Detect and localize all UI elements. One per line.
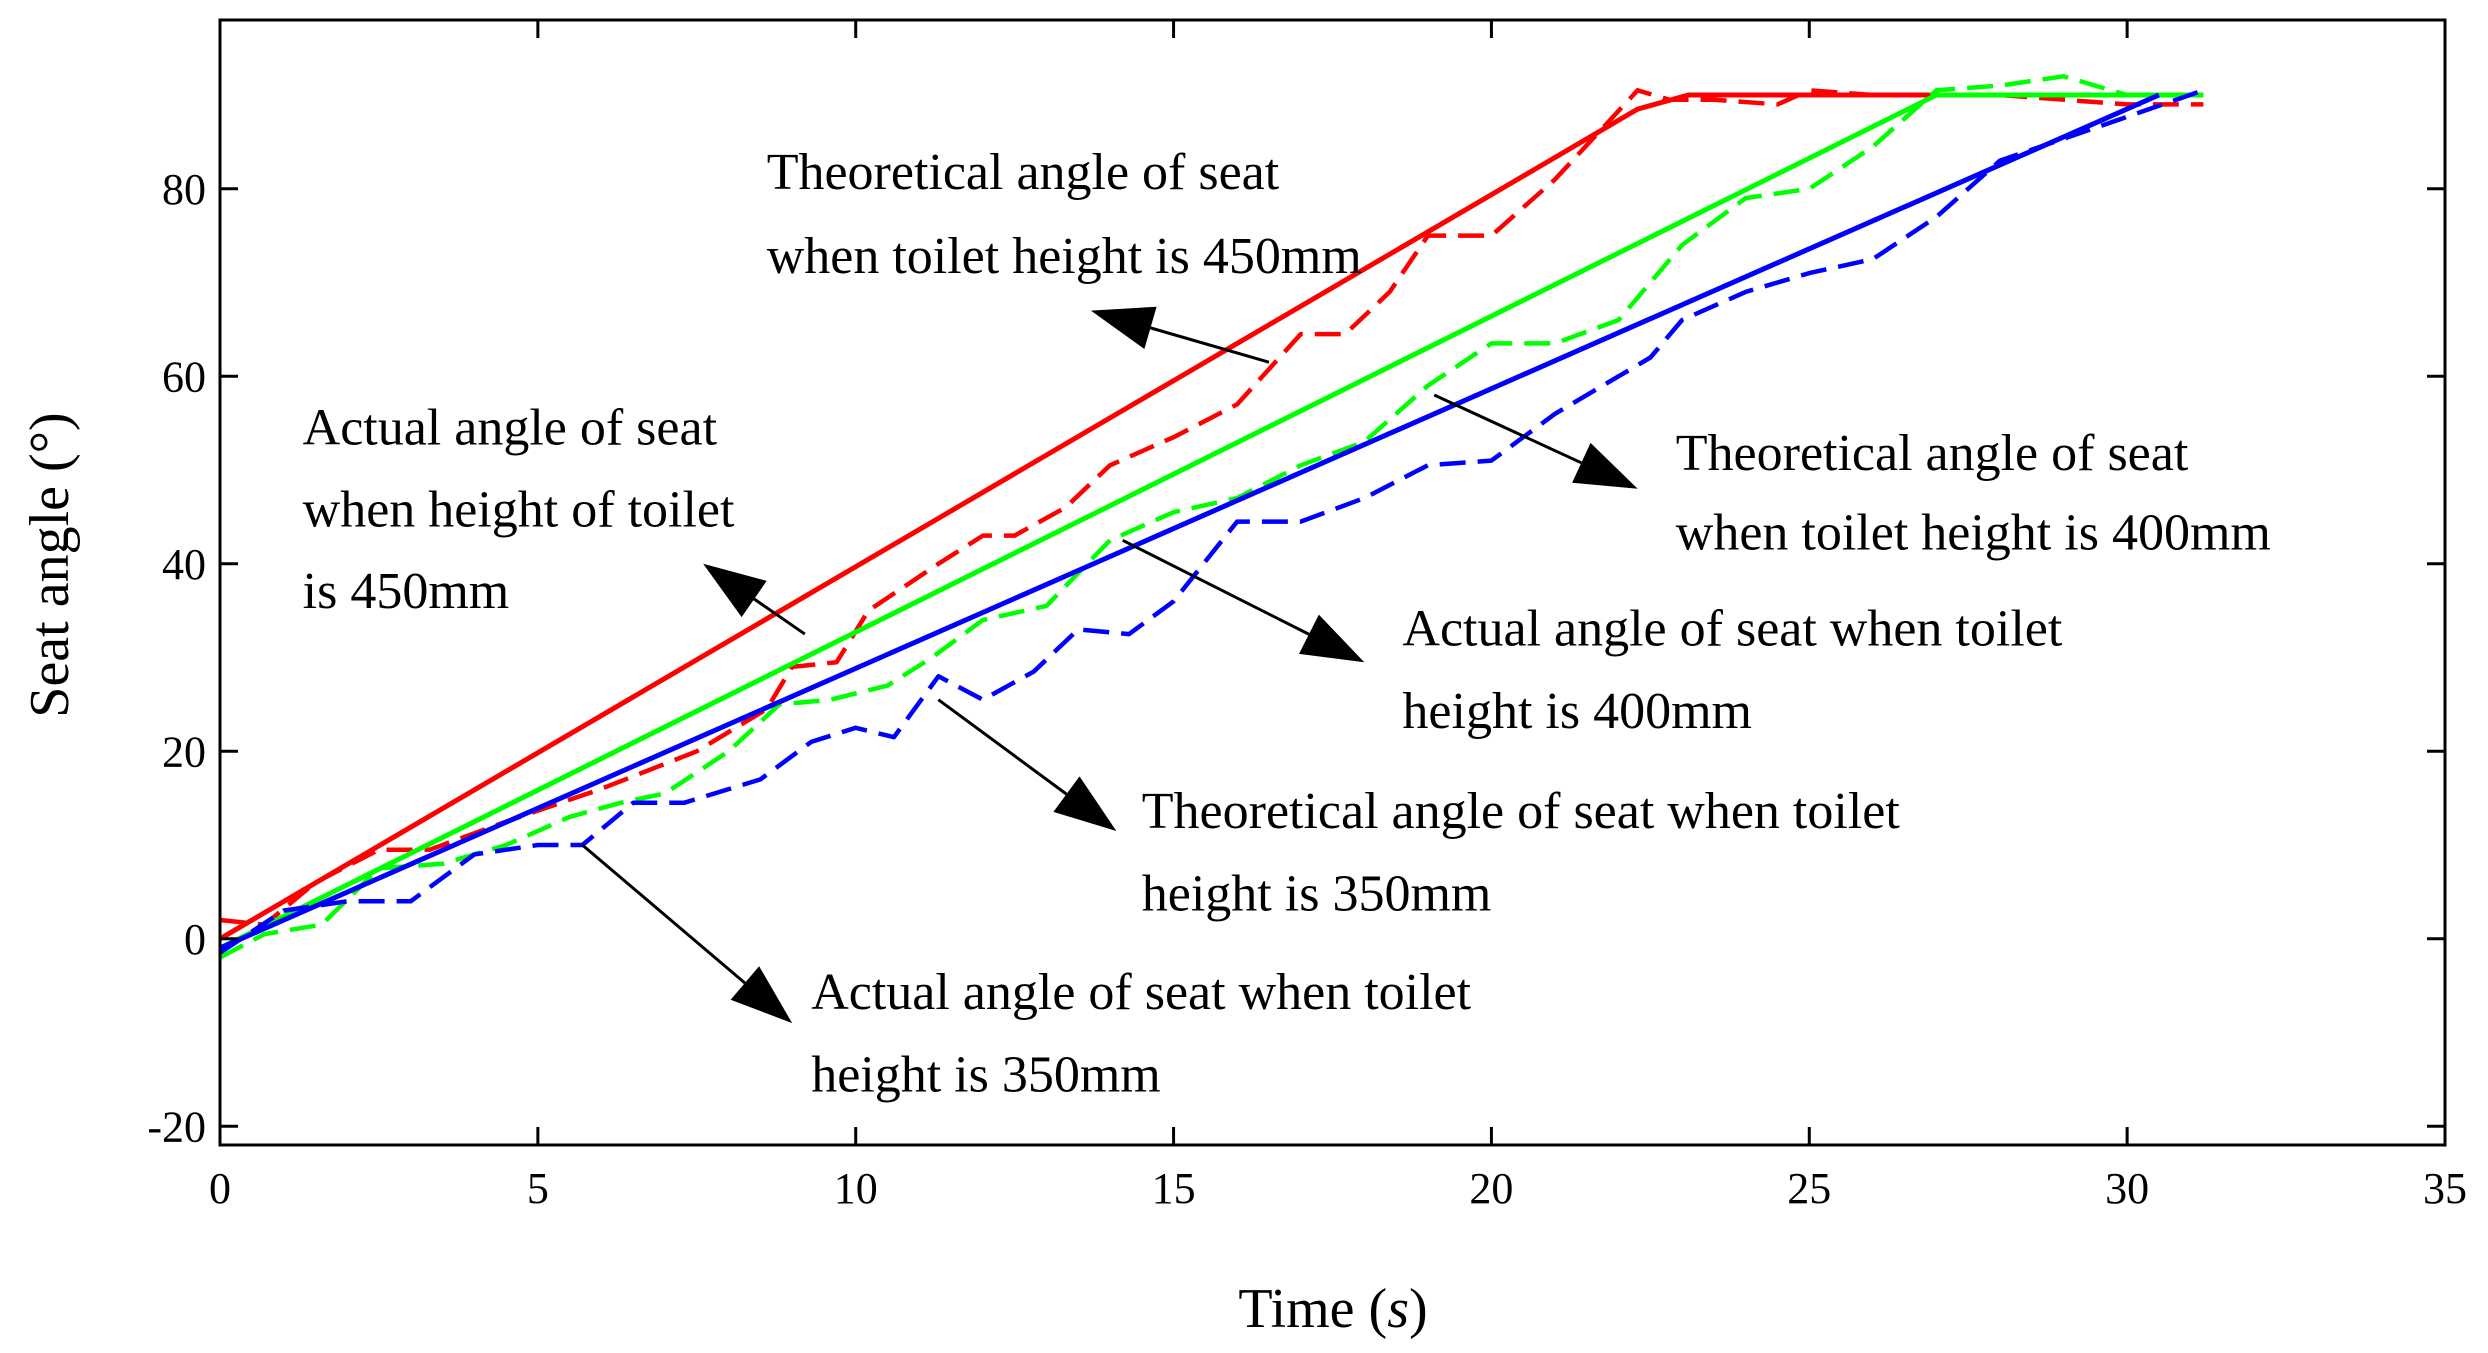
annotation-arrowhead-1 — [703, 563, 767, 618]
y-axis-label: Seat angle (°) — [19, 412, 81, 717]
x-axis-unit: s — [1387, 1278, 1409, 1340]
annotation-layer: Theoretical angle of seat when toilet hei… — [303, 144, 2271, 1104]
annotation-arrow-line-1 — [753, 597, 806, 636]
annotation-arrowhead-4 — [1053, 776, 1117, 831]
plot-frame — [218, 18, 2447, 1147]
series-line-1-dashed — [219, 88, 2204, 927]
annotation-arrow-line-3 — [1122, 538, 1310, 636]
annotation-label-4-line-0: Theoretical angle of seat when toilet — [1142, 783, 1901, 840]
series-line-2-solid — [218, 92, 2204, 951]
x-tick-label-2: 10 — [834, 1164, 878, 1213]
annotation-arrowhead-3 — [1299, 614, 1365, 663]
annotation-label-3-line-0: Actual angle of seat when toilet — [1402, 600, 2062, 657]
annotation-label-1-line-1: when height of toilet — [303, 481, 735, 538]
annotation-label-0-line-1: when toilet height is 450mm — [767, 228, 1362, 285]
series-line-3-dashed — [218, 74, 2204, 960]
x-tick-label-3: 15 — [1152, 1164, 1196, 1213]
y-tick-label-1: 0 — [184, 915, 206, 964]
annotation-label-5-line-0: Actual angle of seat when toilet — [811, 964, 1471, 1021]
x-axis-label: Time (s) — [1238, 1278, 1427, 1340]
annotation-arrowhead-5 — [730, 966, 793, 1024]
annotation-label-0-line-0: Theoretical angle of seat — [767, 144, 1280, 201]
annotation-label-5-line-1: height is 350mm — [811, 1047, 1161, 1104]
annotation-arrow-line-0 — [1150, 326, 1270, 364]
y-tick-label-4: 60 — [162, 352, 206, 401]
annotation-label-3-line-1: height is 400mm — [1402, 683, 1752, 740]
series-line-5-dashed — [218, 88, 2205, 955]
y-tick-label-2: 20 — [162, 727, 206, 776]
annotation-label-1-line-0: Actual angle of seat — [303, 400, 718, 457]
series-layer — [218, 74, 2205, 960]
y-tick-label-0: -20 — [147, 1102, 206, 1151]
x-tick-label-4: 20 — [1469, 1164, 1513, 1213]
series-line-4-solid — [218, 92, 2160, 951]
x-tick-label-1: 5 — [527, 1164, 549, 1213]
y-tick-label-5: 80 — [162, 165, 206, 214]
y-tick-label-3: 40 — [162, 540, 206, 589]
annotation-label-4-line-1: height is 350mm — [1142, 866, 1492, 923]
annotation-label-2-line-0: Theoretical angle of seat — [1676, 425, 2189, 482]
x-tick-label-6: 30 — [2105, 1164, 2149, 1213]
annotation-arrow-line-4 — [937, 698, 1068, 796]
x-tick-label-5: 25 — [1787, 1164, 1831, 1213]
x-tick-label-7: 35 — [2423, 1164, 2467, 1213]
annotation-arrowhead-0 — [1090, 306, 1157, 350]
annotation-arrowhead-2 — [1572, 442, 1638, 489]
annotation-label-1-line-2: is 450mm — [303, 563, 510, 620]
annotation-label-2-line-1: when toilet height is 400mm — [1676, 505, 2271, 562]
x-tick-label-0: 0 — [209, 1164, 231, 1213]
annotation-arrow-line-2 — [1433, 393, 1582, 465]
annotation-arrow-line-5 — [581, 843, 746, 985]
x-axis-label-text: Time — [1238, 1278, 1354, 1340]
